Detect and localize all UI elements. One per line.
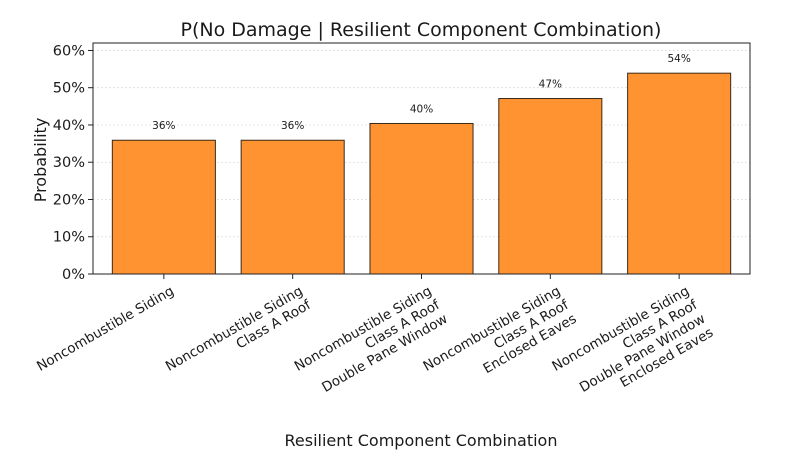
y-axis-label: Probability (31, 118, 50, 203)
chart-title: P(No Damage | Resilient Component Combin… (181, 19, 662, 41)
x-axis-label: Resilient Component Combination (285, 431, 558, 450)
y-tick-label: 30% (53, 155, 85, 171)
y-tick-label: 50% (53, 81, 85, 97)
y-tick-label: 0% (62, 267, 85, 283)
x-category-label: Noncombustible Siding (34, 283, 177, 375)
x-category-label: Noncombustible SidingClass A RoofDouble … (549, 282, 717, 416)
bar-data-label: 40% (410, 103, 433, 115)
bar (498, 98, 603, 275)
bar (369, 122, 474, 275)
bar-data-label: 54% (667, 53, 690, 65)
y-axis: 0% 10% 20% 30% 40% 50% 60% (53, 43, 93, 283)
bars (111, 72, 732, 275)
y-tick-label: 60% (53, 43, 85, 59)
bar-data-label: 36% (281, 120, 304, 132)
bar-data-label: 36% (152, 120, 175, 132)
x-category-label-line: Noncombustible Siding (34, 283, 177, 375)
x-category-label: Noncombustible SidingClass A RoofDouble … (292, 282, 452, 402)
x-category-label: Noncombustible SidingClass A RoofEnclose… (421, 282, 581, 402)
bar-data-label: 47% (539, 79, 562, 91)
y-tick-label: 40% (53, 118, 85, 134)
bar (111, 139, 216, 275)
x-category-label: Noncombustible SidingClass A Roof (163, 282, 315, 388)
x-category-label-line: Noncombustible Siding (163, 283, 306, 375)
y-tick-label: 10% (53, 230, 85, 246)
data-labels: 36% 36% 40% 47% 54% (152, 53, 691, 132)
plot-area-frame (92, 42, 751, 275)
bar (240, 139, 345, 275)
y-tick-label: 20% (53, 192, 85, 208)
bar (627, 72, 732, 275)
